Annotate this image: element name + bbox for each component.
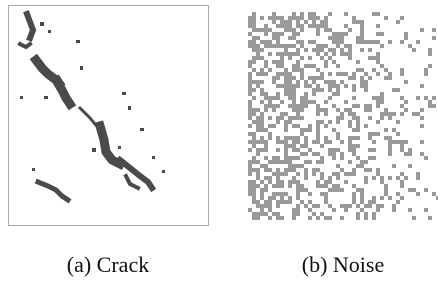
caption: (b) Noise — [243, 252, 438, 278]
noise-pixels — [248, 12, 438, 220]
caption: (a) Crack — [8, 252, 208, 278]
figure: (a) Crack (b) Noise — [0, 0, 438, 295]
noise-image — [248, 12, 438, 220]
figure-images — [0, 0, 438, 240]
crack-image — [9, 6, 209, 226]
